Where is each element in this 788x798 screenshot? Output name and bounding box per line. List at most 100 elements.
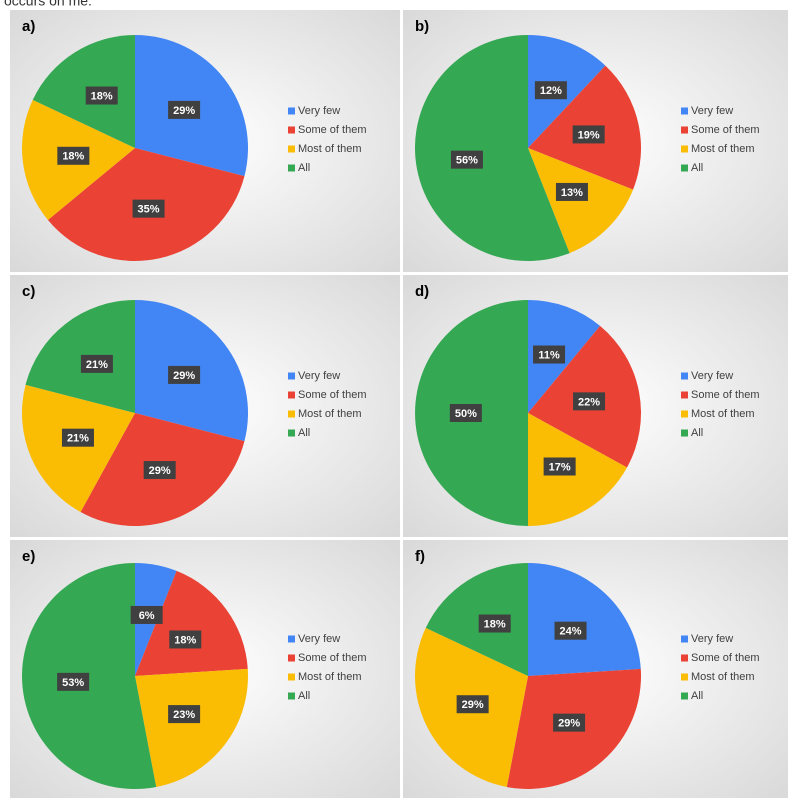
value-label-box [168, 365, 201, 384]
legend-swatch [681, 654, 688, 662]
legend-swatch [681, 410, 688, 418]
legend-swatch [681, 372, 688, 380]
legend-swatch [288, 654, 295, 662]
value-label: 29% [462, 699, 484, 711]
value-label-box [450, 150, 483, 169]
legend-swatch [288, 372, 295, 380]
value-label-box [61, 428, 94, 447]
value-label: 29% [173, 370, 195, 382]
pie-slice [415, 35, 570, 261]
chart-panel: c) 29% 29% 21% 21% Very few Some of them Most o… [10, 275, 400, 537]
value-label-box [543, 457, 576, 476]
legend-text: Most of them [298, 143, 362, 155]
legend-swatch [288, 673, 295, 681]
legend-swatch [681, 126, 688, 134]
value-label: 56% [456, 155, 478, 167]
value-label: 19% [578, 129, 600, 141]
value-label-box [143, 461, 176, 480]
value-label: 29% [558, 718, 580, 730]
pie-slice [32, 35, 135, 148]
chart-panel: f) 24% 29% 29% 18% Very few Some of them Most o… [403, 540, 788, 798]
legend-swatch [288, 391, 295, 399]
legend-text: Very few [691, 370, 733, 382]
chart-panel: d) 11% 22% 17% 50% Very few Some of them Most o… [403, 275, 788, 537]
chart-panel: e) 6% 18% 23% 53% Very few Some of them Most of… [10, 540, 400, 798]
value-label: 24% [560, 626, 582, 638]
value-label-box [57, 672, 90, 691]
legend-text: All [298, 162, 310, 174]
legend-swatch [681, 145, 688, 153]
value-label: 18% [62, 151, 84, 163]
value-label-box [553, 713, 586, 732]
legend-text: All [691, 427, 703, 439]
value-label-box [478, 614, 511, 633]
legend-swatch [681, 164, 688, 172]
legend-text: All [298, 690, 310, 702]
value-label: 17% [549, 461, 571, 473]
value-label-box [572, 125, 605, 144]
legend-swatch [288, 164, 295, 172]
value-label: 35% [138, 204, 160, 216]
legend-text: Some of them [691, 652, 759, 664]
legend-text: Most of them [691, 671, 755, 683]
legend-swatch [681, 635, 688, 643]
legend-swatch [288, 126, 295, 134]
value-label-box [573, 392, 606, 411]
value-label-box [57, 146, 90, 165]
legend-swatch [288, 410, 295, 418]
legend-text: Very few [691, 633, 733, 645]
legend-swatch [288, 635, 295, 643]
legend-text: All [691, 690, 703, 702]
pie-slice [135, 668, 248, 787]
value-label: 18% [91, 90, 113, 102]
legend-text: Most of them [298, 671, 362, 683]
legend-swatch [288, 107, 295, 115]
value-label-box [80, 354, 113, 373]
value-label: 18% [484, 618, 506, 630]
pie-slice [135, 570, 248, 676]
pie-slice [528, 413, 628, 526]
panel-title: a) [22, 18, 35, 35]
legend-swatch [681, 107, 688, 115]
legend-swatch [681, 692, 688, 700]
value-label-box [130, 605, 163, 624]
legend-text: Some of them [298, 124, 366, 136]
pie-slice [22, 384, 135, 513]
legend-text: Very few [298, 105, 340, 117]
value-label-box [85, 86, 118, 105]
value-label-box [534, 81, 567, 100]
pie-slice [528, 563, 641, 676]
value-label-box [449, 404, 482, 422]
legend-swatch [681, 429, 688, 437]
value-label: 53% [62, 677, 84, 689]
panel-title: c) [22, 283, 35, 300]
chart-panel: b) 12% 19% 13% 56% Very few Some of them Most o… [403, 10, 788, 272]
chart-panel: a) 29% 35% 18% 18% Very few Some of them Most o… [10, 10, 400, 272]
value-label-box [456, 695, 489, 714]
heading: occurs on me: [4, 0, 92, 9]
legend-swatch [681, 391, 688, 399]
value-label: 29% [149, 465, 171, 477]
value-label: 23% [173, 709, 195, 721]
pie-slice [25, 300, 135, 413]
value-label-box [533, 345, 566, 364]
panel-title: e) [22, 548, 35, 565]
value-label: 11% [538, 349, 560, 361]
legend-text: Some of them [298, 652, 366, 664]
legend-text: Most of them [691, 143, 755, 155]
value-label: 29% [173, 105, 195, 117]
value-label: 22% [578, 396, 600, 408]
value-label-box [169, 630, 202, 649]
legend-text: Some of them [298, 389, 366, 401]
value-label: 12% [540, 85, 562, 97]
value-label: 21% [86, 359, 108, 371]
pie-slice [425, 563, 528, 676]
value-label-box [554, 621, 587, 640]
panel-title: d) [415, 283, 429, 300]
legend-text: Very few [298, 633, 340, 645]
value-label: 18% [174, 634, 196, 646]
legend-text: All [691, 162, 703, 174]
value-label: 50% [455, 408, 477, 420]
legend-swatch [288, 692, 295, 700]
